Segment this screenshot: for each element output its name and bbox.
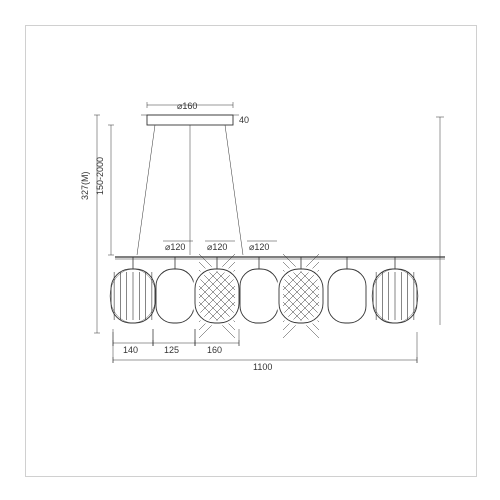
svg-text:1100: 1100 [253, 362, 272, 372]
svg-text:⌀120: ⌀120 [249, 242, 269, 252]
svg-text:40: 40 [239, 115, 249, 125]
technical-drawing: ⌀160 40 150-2000 327(M) ⌀120 ⌀120 ⌀120 140 125 16… [25, 25, 475, 475]
svg-text:327(M): 327(M) [80, 171, 90, 200]
svg-text:160: 160 [207, 345, 222, 355]
svg-text:125: 125 [164, 345, 179, 355]
svg-text:140: 140 [123, 345, 138, 355]
svg-text:⌀120: ⌀120 [207, 242, 227, 252]
svg-text:⌀120: ⌀120 [165, 242, 185, 252]
svg-text:150-2000: 150-2000 [95, 157, 105, 195]
svg-text:⌀160: ⌀160 [177, 101, 197, 111]
